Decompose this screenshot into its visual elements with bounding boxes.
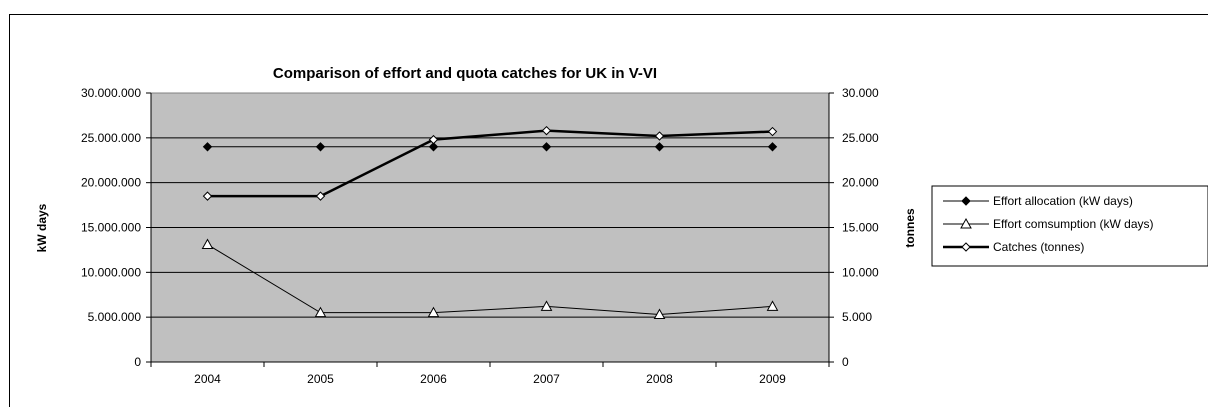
right-tick-label: 20.000 — [842, 176, 879, 190]
series-3 — [202, 125, 778, 201]
legend-item: Effort comsumption (kW days) — [943, 217, 1154, 231]
series-1 — [202, 142, 778, 152]
data-point — [428, 142, 439, 152]
data-point — [654, 142, 665, 152]
legend-marker — [961, 242, 971, 252]
left-tick-label: 10.000.000 — [81, 265, 141, 279]
right-axis-ticks: 0 5.000 10.000 15.000 20.000 25.000 30.000 — [842, 86, 879, 369]
left-tick-label: 25.000.000 — [81, 131, 141, 145]
left-axis-ticks: 0 5.000.000 10.000.000 15.000.000 20.000.000… — [81, 86, 141, 369]
x-tick-label: 2007 — [533, 372, 560, 386]
legend-item: Effort allocation (kW days) — [943, 194, 1133, 208]
data-point — [201, 238, 214, 250]
gridlines — [151, 137, 829, 318]
legend-box — [931, 185, 1208, 267]
data-point — [427, 306, 440, 318]
data-point — [202, 142, 213, 152]
data-point — [202, 191, 213, 201]
data-point — [653, 308, 666, 319]
legend-label: Catches (tonnes) — [993, 240, 1084, 254]
x-tick-label: 2006 — [420, 372, 447, 386]
data-point — [654, 131, 665, 141]
x-tick-label: 2009 — [759, 372, 786, 386]
data-point — [315, 142, 326, 152]
data-point — [541, 142, 552, 152]
left-axis-title: kW days — [35, 203, 49, 252]
x-tick-label: 2005 — [307, 372, 334, 386]
legend-item: Catches (tonnes) — [943, 240, 1084, 254]
x-tick-label: 2004 — [194, 372, 221, 386]
data-point — [314, 306, 327, 318]
left-tick-label: 0 — [134, 355, 141, 369]
series-line — [207, 129, 773, 198]
series-2 — [201, 238, 779, 319]
data-point — [541, 125, 552, 136]
data-point — [315, 191, 326, 201]
right-tick-label: 5.000 — [842, 310, 872, 324]
axes — [146, 92, 834, 367]
right-tick-label: 30.000 — [842, 86, 879, 100]
series-line — [207, 244, 773, 315]
legend-label: Effort comsumption (kW days) — [993, 217, 1154, 231]
left-tick-label: 30.000.000 — [81, 86, 141, 100]
right-tick-label: 10.000 — [842, 265, 879, 279]
x-tick-label: 2008 — [646, 372, 673, 386]
legend: Effort allocation (kW days) Effort comsum… — [931, 185, 1208, 267]
data-point — [767, 142, 778, 152]
right-tick-label: 25.000 — [842, 131, 879, 145]
left-tick-label: 20.000.000 — [81, 176, 141, 190]
data-point — [767, 126, 778, 137]
left-tick-label: 5.000.000 — [88, 310, 142, 324]
data-point — [766, 300, 779, 311]
legend-label: Effort allocation (kW days) — [993, 194, 1133, 208]
legend-marker — [960, 217, 972, 229]
data-point — [540, 300, 553, 311]
left-tick-label: 15.000.000 — [81, 221, 141, 235]
chart-frame — [9, 14, 1208, 407]
chart-title: Comparison of effort and quota catches f… — [273, 65, 657, 82]
legend-marker — [961, 196, 971, 206]
data-point — [428, 134, 439, 145]
x-axis-ticks: 2004 2005 2006 2007 2008 2009 — [194, 372, 786, 386]
right-tick-label: 0 — [842, 355, 849, 369]
right-axis-title: tonnes — [903, 208, 917, 248]
series-layer — [201, 125, 779, 319]
right-tick-label: 15.000 — [842, 221, 879, 235]
